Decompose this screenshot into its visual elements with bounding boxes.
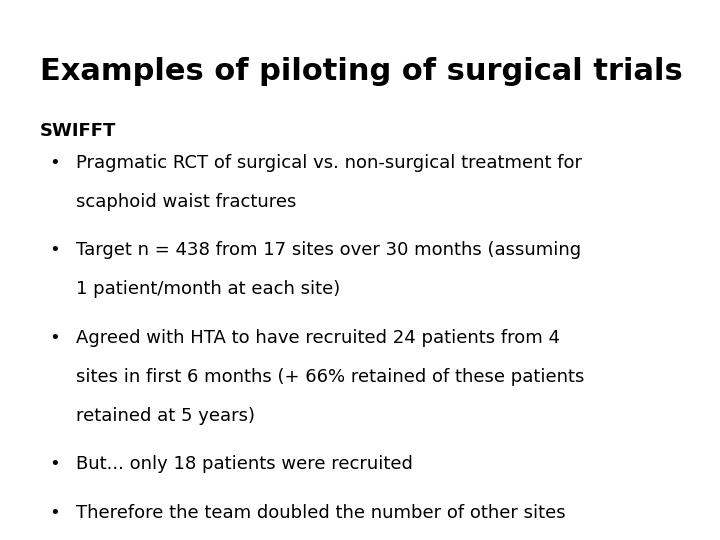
Text: But... only 18 patients were recruited: But... only 18 patients were recruited	[76, 455, 413, 473]
Text: SWIFFT: SWIFFT	[40, 122, 116, 139]
Text: Agreed with HTA to have recruited 24 patients from 4: Agreed with HTA to have recruited 24 pat…	[76, 329, 559, 347]
Text: scaphoid waist fractures: scaphoid waist fractures	[76, 193, 296, 211]
Text: Therefore the team doubled the number of other sites: Therefore the team doubled the number of…	[76, 504, 565, 522]
Text: Examples of piloting of surgical trials: Examples of piloting of surgical trials	[40, 57, 683, 86]
Text: sites in first 6 months (+ 66% retained of these patients: sites in first 6 months (+ 66% retained …	[76, 368, 584, 386]
Text: Pragmatic RCT of surgical vs. non-surgical treatment for: Pragmatic RCT of surgical vs. non-surgic…	[76, 154, 582, 172]
Text: •: •	[49, 241, 60, 259]
Text: •: •	[49, 504, 60, 522]
Text: •: •	[49, 455, 60, 473]
Text: 1 patient/month at each site): 1 patient/month at each site)	[76, 280, 340, 298]
Text: retained at 5 years): retained at 5 years)	[76, 407, 255, 424]
Text: •: •	[49, 329, 60, 347]
Text: Target n = 438 from 17 sites over 30 months (assuming: Target n = 438 from 17 sites over 30 mon…	[76, 241, 581, 259]
Text: •: •	[49, 154, 60, 172]
